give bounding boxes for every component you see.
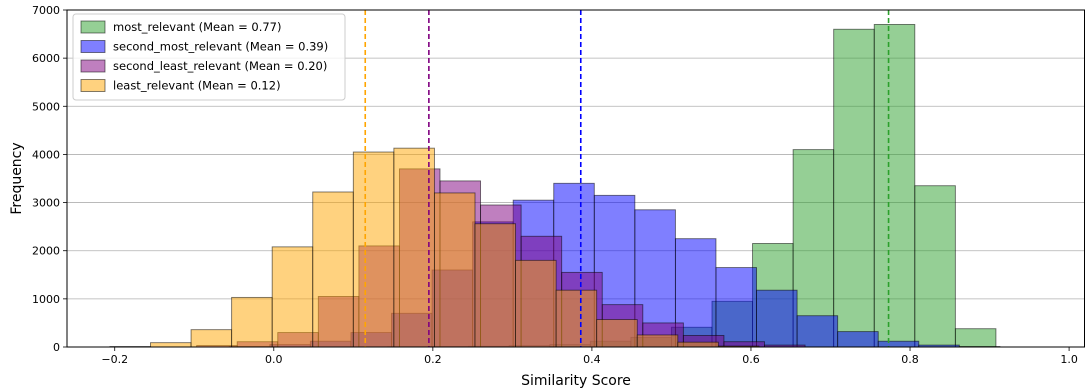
legend-label-1: second_most_relevant (Mean = 0.39) bbox=[113, 40, 328, 54]
bar-series-1-bin-16 bbox=[877, 340, 920, 348]
bar-series-3-bin-5 bbox=[312, 191, 354, 348]
y-tick-label-3: 3000 bbox=[32, 197, 60, 210]
bar-series-3-bin-3 bbox=[231, 296, 273, 348]
y-axis-label: Frequency bbox=[9, 142, 25, 214]
x-tick-label-2: 0.2 bbox=[424, 353, 442, 366]
bar-series-3-bin-4 bbox=[271, 246, 314, 348]
bar-series-3-bin-6 bbox=[352, 151, 395, 348]
legend-label-0: most_relevant (Mean = 0.77) bbox=[113, 20, 281, 34]
y-axis-ticks: 0 1000 2000 3000 4000 5000 6000 7000 bbox=[32, 4, 67, 354]
legend-swatch-2 bbox=[80, 59, 106, 73]
y-tick-label-1: 1000 bbox=[32, 293, 60, 306]
legend-swatch-3 bbox=[80, 79, 106, 92]
bar-series-0-bin-12 bbox=[873, 23, 916, 348]
bar-series-1-bin-12 bbox=[715, 267, 757, 348]
y-tick-label-2: 2000 bbox=[32, 245, 60, 258]
x-tick-label-5: 0.8 bbox=[901, 353, 919, 366]
legend-swatch-0 bbox=[80, 20, 106, 34]
bar-series-0-bin-13 bbox=[914, 185, 956, 348]
x-axis-label: Similarity Score bbox=[521, 373, 631, 389]
y-tick-label-5: 5000 bbox=[32, 100, 60, 113]
mean-lines bbox=[364, 10, 890, 347]
bar-series-3-bin-2 bbox=[190, 329, 233, 348]
bar-series-3-bin-10 bbox=[515, 259, 557, 348]
y-tick-label-6: 6000 bbox=[32, 52, 60, 65]
x-axis-ticks: −0.2 0.0 0.2 0.4 0.6 0.8 1.0 bbox=[101, 347, 1078, 366]
bar-series-0-bin-14 bbox=[954, 328, 997, 348]
bar-series-3-bin-12 bbox=[596, 319, 638, 348]
bar-series-3-bin-1 bbox=[150, 342, 192, 348]
bar-series-3-bin-9 bbox=[474, 223, 517, 348]
bar-series-0-bin-11 bbox=[833, 28, 875, 348]
y-tick-label-4: 4000 bbox=[32, 148, 60, 161]
bar-series-3-bin-8 bbox=[433, 192, 476, 348]
legend-swatch-1 bbox=[80, 40, 106, 53]
bars bbox=[109, 23, 1001, 348]
bar-series-1-bin-13 bbox=[756, 289, 798, 348]
legend: most_relevant (Mean = 0.77) second_most_r… bbox=[72, 13, 346, 101]
x-tick-label-6: 1.0 bbox=[1060, 353, 1078, 366]
x-tick-label-4: 0.6 bbox=[742, 353, 760, 366]
bar-series-3-bin-11 bbox=[555, 289, 598, 348]
bar-series-3-bin-14 bbox=[677, 341, 719, 348]
y-tick-label-7: 7000 bbox=[32, 4, 60, 17]
legend-label-3: least_relevant (Mean = 0.12) bbox=[113, 79, 281, 93]
y-tick-label-0: 0 bbox=[53, 341, 60, 354]
x-tick-label-1: 0.0 bbox=[265, 353, 283, 366]
x-tick-label-0: −0.2 bbox=[101, 353, 128, 366]
bar-series-1-bin-15 bbox=[837, 331, 879, 348]
bar-series-3-bin-13 bbox=[636, 334, 679, 348]
x-tick-label-3: 0.4 bbox=[583, 353, 601, 366]
legend-box bbox=[72, 13, 346, 101]
bar-series-1-bin-14 bbox=[796, 315, 839, 348]
legend-label-2: second_least_relevant (Mean = 0.20) bbox=[113, 59, 327, 73]
